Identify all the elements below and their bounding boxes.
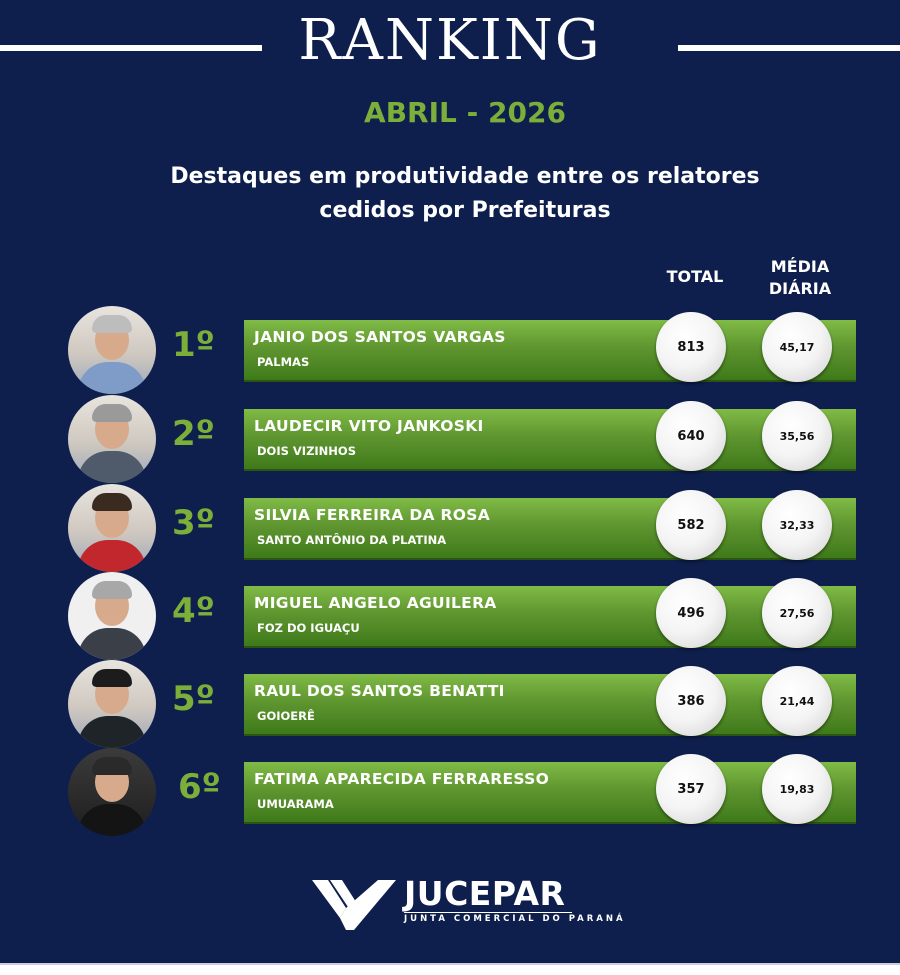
column-header-media: MÉDIA DIÁRIA	[760, 256, 840, 300]
rank-position: 4º	[172, 591, 215, 631]
ranking-row-6: 6º FATIMA APARECIDA FERRARESSO UMUARAMA …	[0, 745, 900, 836]
rank-position: 1º	[172, 325, 215, 365]
avatar	[68, 660, 156, 748]
total-badge: 582	[656, 490, 726, 560]
relator-name: SILVIA FERREIRA DA ROSA	[254, 506, 490, 524]
relator-name: LAUDECIR VITO JANKOSKI	[254, 417, 484, 435]
total-badge: 496	[656, 578, 726, 648]
avatar	[68, 484, 156, 572]
jucepar-logo: JUCEPAR JUNTA COMERCIAL DO PARANÁ	[310, 874, 623, 934]
ranking-bar: LAUDECIR VITO JANKOSKI DOIS VIZINHOS 640…	[244, 401, 856, 471]
total-badge: 386	[656, 666, 726, 736]
ranking-row-1: 1º JANIO DOS SANTOS VARGAS PALMAS 813 45…	[0, 303, 900, 394]
logo-divider	[404, 912, 572, 913]
relator-name: MIGUEL ANGELO AGUILERA	[254, 594, 497, 612]
page-title: RANKING	[298, 8, 602, 73]
relator-city: SANTO ANTÔNIO DA PLATINA	[257, 533, 447, 547]
ranking-bar: JANIO DOS SANTOS VARGAS PALMAS 813 45,17	[244, 312, 856, 382]
relator-city: GOIOERÊ	[257, 709, 315, 723]
logo-name: JUCEPAR	[404, 874, 566, 913]
relator-city: FOZ DO IGUAÇU	[257, 621, 360, 635]
ranking-row-5: 5º RAUL DOS SANTOS BENATTI GOIOERÊ 386 2…	[0, 657, 900, 748]
media-badge: 27,56	[762, 578, 832, 648]
media-badge: 45,17	[762, 312, 832, 382]
relator-name: JANIO DOS SANTOS VARGAS	[254, 328, 506, 346]
ranking-bar: RAUL DOS SANTOS BENATTI GOIOERÊ 386 21,4…	[244, 666, 856, 736]
relator-city: PALMAS	[257, 355, 310, 369]
column-header-media-line-2: DIÁRIA	[768, 279, 832, 298]
ranking-bar: FATIMA APARECIDA FERRARESSO UMUARAMA 357…	[244, 754, 856, 824]
ranking-row-3: 3º SILVIA FERREIRA DA ROSA SANTO ANTÔNIO…	[0, 481, 900, 572]
subtitle: Destaques em produtividade entre os rela…	[120, 160, 810, 228]
avatar	[68, 748, 156, 836]
subtitle-line-2: cedidos por Prefeituras	[319, 198, 611, 223]
relator-name: RAUL DOS SANTOS BENATTI	[254, 682, 505, 700]
subtitle-line-1: Destaques em produtividade entre os rela…	[170, 164, 760, 189]
rank-position: 3º	[172, 503, 215, 543]
avatar	[68, 306, 156, 394]
column-header-total: TOTAL	[666, 267, 724, 286]
rank-position: 6º	[178, 767, 221, 807]
avatar	[68, 572, 156, 660]
ranking-bar: SILVIA FERREIRA DA ROSA SANTO ANTÔNIO DA…	[244, 490, 856, 560]
title-divider-left	[0, 45, 262, 51]
period-label: ABRIL - 2026	[364, 96, 566, 129]
relator-city: DOIS VIZINHOS	[257, 444, 356, 458]
rank-position: 5º	[172, 679, 215, 719]
total-badge: 640	[656, 401, 726, 471]
title-divider-right	[678, 45, 900, 51]
avatar	[68, 395, 156, 483]
rank-position: 2º	[172, 414, 215, 454]
logo-tagline: JUNTA COMERCIAL DO PARANÁ	[404, 914, 626, 924]
total-badge: 813	[656, 312, 726, 382]
total-badge: 357	[656, 754, 726, 824]
media-badge: 19,83	[762, 754, 832, 824]
media-badge: 21,44	[762, 666, 832, 736]
ranking-row-4: 4º MIGUEL ANGELO AGUILERA FOZ DO IGUAÇU …	[0, 569, 900, 660]
relator-name: FATIMA APARECIDA FERRARESSO	[254, 770, 550, 788]
ranking-bar: MIGUEL ANGELO AGUILERA FOZ DO IGUAÇU 496…	[244, 578, 856, 648]
jucepar-logo-mark-icon	[312, 880, 396, 930]
media-badge: 32,33	[762, 490, 832, 560]
column-header-media-line-1: MÉDIA	[770, 257, 830, 276]
media-badge: 35,56	[762, 401, 832, 471]
relator-city: UMUARAMA	[257, 797, 334, 811]
ranking-row-2: 2º LAUDECIR VITO JANKOSKI DOIS VIZINHOS …	[0, 392, 900, 483]
